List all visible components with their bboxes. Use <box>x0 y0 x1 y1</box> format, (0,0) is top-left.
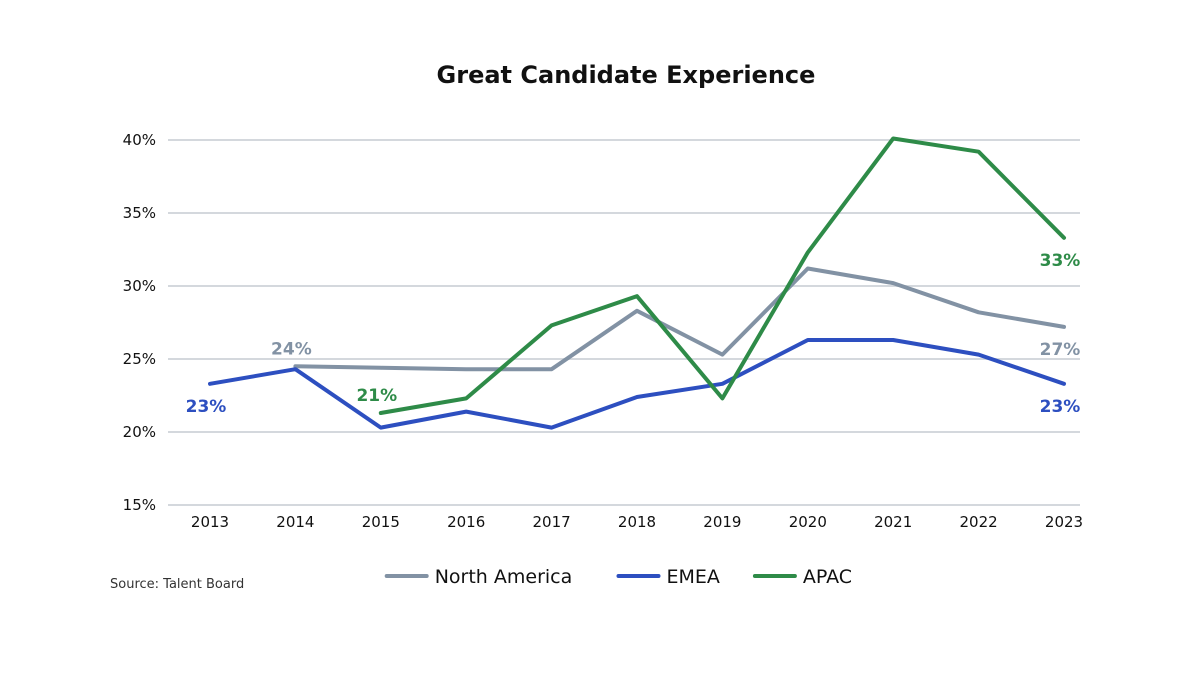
chart-title: Great Candidate Experience <box>437 61 816 89</box>
legend-item-north-america: North America <box>384 566 573 588</box>
x-tick-label: 2013 <box>191 513 229 531</box>
legend-label: EMEA <box>667 566 720 588</box>
series-line-apac <box>378 136 1066 415</box>
legend-label: North America <box>435 566 573 588</box>
series-line-emea <box>208 338 1066 430</box>
x-axis-ticks: 2013 2014 2015 2016 2017 2018 2019 2020 2021 2022… <box>191 513 1083 531</box>
legend-item-emea: EMEA <box>616 566 720 588</box>
data-label: 23% <box>186 397 227 417</box>
x-tick-label: 2014 <box>276 513 314 531</box>
source-note: Source: Talent Board <box>110 577 244 592</box>
y-axis-ticks: 15% 20% 25% 30% 35% 40% <box>123 131 156 514</box>
y-tick-label: 15% <box>123 496 156 514</box>
legend-label: APAC <box>803 566 852 588</box>
x-tick-label: 2021 <box>874 513 912 531</box>
y-tick-label: 40% <box>123 131 156 149</box>
grid-lines <box>168 139 1080 506</box>
data-label: 23% <box>1040 397 1081 417</box>
legend: North America EMEA APAC <box>384 566 852 588</box>
y-tick-label: 25% <box>123 350 156 368</box>
data-labels: 24% 27% 23% 23% 21% 33% <box>186 251 1081 417</box>
x-tick-label: 2017 <box>533 513 571 531</box>
x-tick-label: 2022 <box>960 513 998 531</box>
series-line-north-america <box>293 266 1066 372</box>
x-tick-label: 2016 <box>447 513 485 531</box>
legend-item-apac: APAC <box>752 566 852 588</box>
data-label: 27% <box>1040 340 1081 360</box>
data-label: 33% <box>1040 251 1081 271</box>
data-label: 21% <box>356 386 397 406</box>
series-lines <box>208 136 1066 430</box>
x-tick-label: 2018 <box>618 513 656 531</box>
x-tick-label: 2020 <box>789 513 827 531</box>
y-tick-label: 35% <box>123 204 156 222</box>
x-tick-label: 2015 <box>362 513 400 531</box>
x-tick-label: 2023 <box>1045 513 1083 531</box>
data-label: 24% <box>271 339 312 359</box>
y-tick-label: 20% <box>123 423 156 441</box>
x-tick-label: 2019 <box>703 513 741 531</box>
y-tick-label: 30% <box>123 277 156 295</box>
